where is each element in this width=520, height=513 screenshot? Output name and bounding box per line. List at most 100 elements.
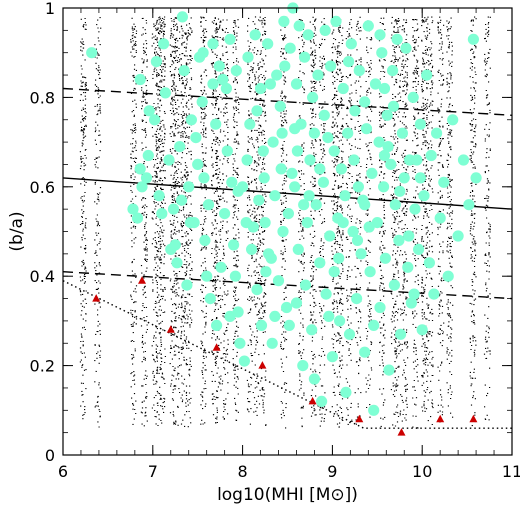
observed-point xyxy=(127,203,139,215)
triangle-point xyxy=(212,343,221,351)
dot-column xyxy=(390,16,398,426)
observed-point xyxy=(204,293,216,305)
observed-point xyxy=(244,118,256,130)
observed-point xyxy=(343,56,355,68)
observed-point xyxy=(260,266,272,278)
observed-point xyxy=(207,38,219,50)
observed-point xyxy=(411,154,423,166)
dot-column xyxy=(130,17,138,425)
observed-point xyxy=(352,181,364,193)
observed-point xyxy=(286,167,298,179)
observed-point xyxy=(398,172,410,184)
observed-point xyxy=(220,82,232,95)
triangle-point xyxy=(92,294,101,302)
observed-point xyxy=(299,279,312,291)
observed-point xyxy=(328,145,340,157)
observed-point xyxy=(86,47,98,59)
observed-point xyxy=(272,275,285,287)
observed-point xyxy=(463,199,475,211)
observed-point xyxy=(237,181,249,193)
dot-column xyxy=(94,17,102,428)
observed-point xyxy=(276,127,288,139)
dot-column xyxy=(158,16,166,422)
observed-point xyxy=(264,78,276,90)
observed-point xyxy=(226,176,238,188)
observed-point xyxy=(359,96,371,108)
observed-point xyxy=(303,190,315,202)
observed-point xyxy=(423,257,435,269)
observed-point xyxy=(378,181,390,193)
observed-point xyxy=(251,105,263,117)
dot-column xyxy=(483,16,491,421)
observed-point xyxy=(324,230,336,242)
dot-column xyxy=(173,17,181,426)
observed-point xyxy=(349,105,361,117)
dot-column xyxy=(280,16,288,429)
observed-point xyxy=(140,172,153,184)
observed-point xyxy=(163,154,175,166)
observed-point xyxy=(228,239,240,251)
observed-point xyxy=(246,243,258,255)
observed-point xyxy=(434,212,446,224)
dot-column xyxy=(79,17,87,420)
observed-point xyxy=(308,373,320,385)
observed-point xyxy=(185,114,197,126)
observed-point xyxy=(253,194,265,206)
dot-column xyxy=(394,18,402,427)
observed-point xyxy=(249,29,261,41)
dot-column xyxy=(412,18,420,429)
observed-point xyxy=(275,163,287,175)
observed-point xyxy=(447,114,459,126)
observed-point xyxy=(452,230,464,242)
x-tick-label: 10 xyxy=(412,462,432,481)
observed-point xyxy=(281,301,293,314)
observed-point xyxy=(190,132,202,144)
observed-point xyxy=(373,136,385,148)
observed-point xyxy=(178,65,190,77)
observed-point xyxy=(317,176,329,188)
observed-point xyxy=(211,319,223,331)
observed-point xyxy=(351,293,363,305)
x-tick-label: 6 xyxy=(58,462,68,481)
observed-point xyxy=(297,360,309,372)
observed-point xyxy=(395,328,407,340)
observed-point xyxy=(293,20,305,32)
fit-lines xyxy=(62,87,513,429)
observed-point xyxy=(378,149,391,162)
x-tick-label: 7 xyxy=(148,462,158,481)
observed-point xyxy=(325,60,337,72)
observed-point xyxy=(217,73,229,86)
observed-point xyxy=(238,355,250,367)
dot-column xyxy=(421,17,429,412)
observed-point xyxy=(337,82,349,95)
observed-point xyxy=(150,56,162,68)
observed-point xyxy=(337,217,349,229)
observed-point xyxy=(262,38,274,50)
observed-point xyxy=(215,261,227,273)
observed-point xyxy=(369,78,382,90)
dot-column xyxy=(336,18,344,428)
observed-point xyxy=(271,69,283,81)
triangle-point xyxy=(355,414,364,423)
observed-point xyxy=(394,185,406,197)
dot-column xyxy=(469,16,477,427)
observed-point xyxy=(414,118,426,130)
observed-point xyxy=(364,266,376,278)
observed-point xyxy=(320,288,332,300)
observed-point xyxy=(328,266,340,278)
observed-point xyxy=(221,145,233,157)
observed-point xyxy=(381,109,393,121)
observed-point xyxy=(269,310,281,322)
observed-point xyxy=(230,65,242,77)
observed-point xyxy=(388,279,400,291)
observed-point xyxy=(302,29,314,41)
observed-point xyxy=(407,91,419,103)
observed-point xyxy=(207,78,219,90)
observed-point xyxy=(283,319,295,331)
observed-point xyxy=(382,141,394,153)
y-tick-label: 0.6 xyxy=(30,178,55,197)
observed-point xyxy=(143,105,155,117)
observed-point xyxy=(176,11,188,23)
y-tick-label: 1 xyxy=(45,0,55,18)
observed-point xyxy=(290,78,303,90)
